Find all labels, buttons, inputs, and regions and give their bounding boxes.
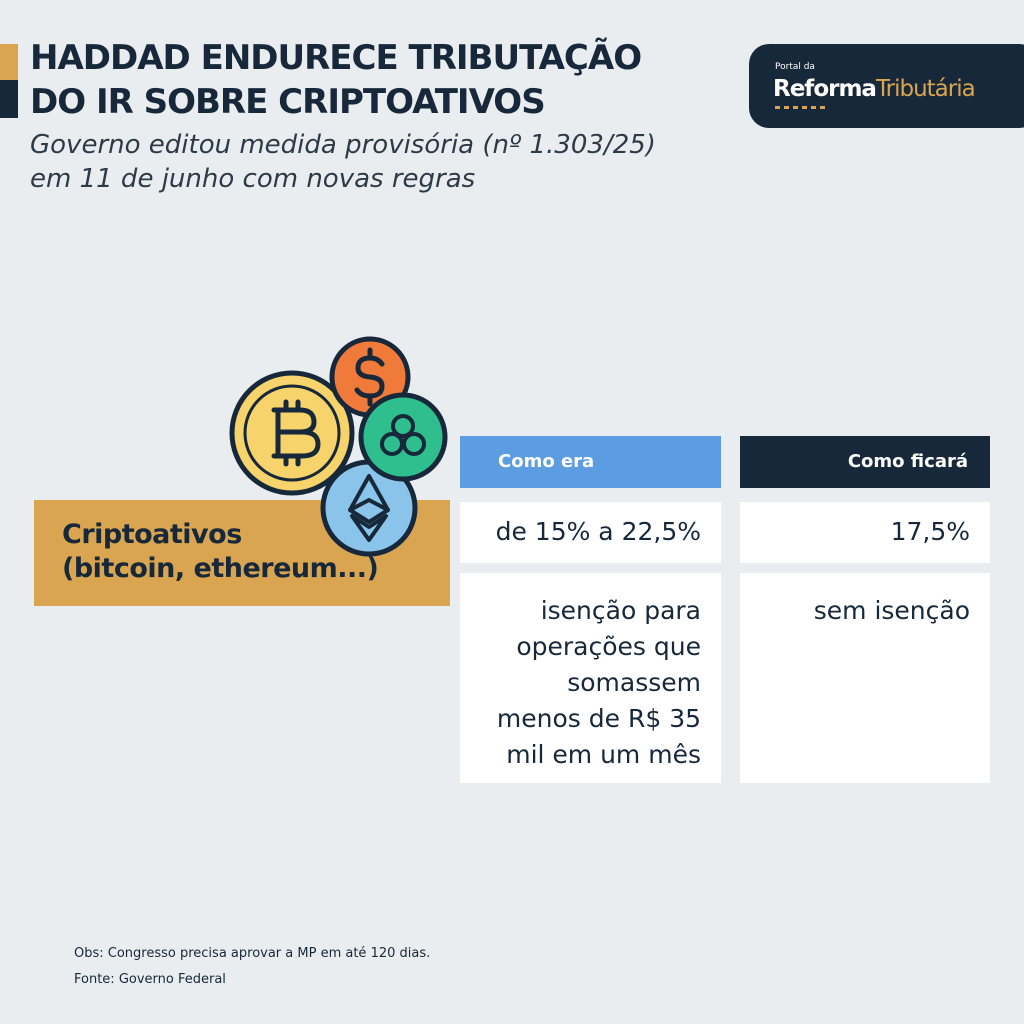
logo-wordmark: ReformaTributária [773, 76, 976, 102]
topic-label-line-1: Criptoativos [62, 519, 242, 550]
subtitle-line-1: Governo editou medida provisória (nº 1.3… [30, 130, 656, 160]
ethereum-coin-icon [320, 459, 418, 557]
clover-coin-icon [358, 392, 448, 482]
cell-text-line: sem isenção [813, 596, 970, 625]
cell-text-line: mil em um mês [506, 740, 701, 769]
footnote-source: Fonte: Governo Federal [74, 972, 226, 987]
cell-text: 17,5% [890, 517, 970, 546]
cell-text-line: somassem [567, 668, 701, 697]
crypto-coins-illustration [229, 336, 448, 557]
column-header-before: Como era [460, 436, 721, 488]
table-cell-rate-before: de 15% a 22,5% [460, 502, 721, 563]
header-accent-bar-navy [0, 80, 18, 118]
subtitle: Governo editou medida provisória (nº 1.3… [30, 128, 750, 196]
cell-text-line: menos de R$ 35 [496, 704, 701, 733]
logo-word-tributaria: Tributária [875, 76, 976, 102]
column-header-after: Como ficará [740, 436, 990, 488]
table-cell-exemption-after: sem isenção [740, 573, 990, 783]
cell-text-line: operações que [516, 632, 701, 661]
headline-line-1: HADDAD ENDURECE TRIBUTAÇÃO [30, 38, 642, 78]
header-accent-bar-gold [0, 44, 18, 80]
cell-text-line: isenção para [540, 596, 701, 625]
logo-dotted-underline [775, 106, 827, 109]
topic-label: Criptoativos (bitcoin, ethereum...) [62, 518, 379, 586]
topic-label-line-2: (bitcoin, ethereum...) [62, 553, 379, 584]
bitcoin-coin-icon [229, 370, 355, 496]
footnote-obs: Obs: Congresso precisa aprovar a MP em a… [74, 946, 431, 961]
cell-text: de 15% a 22,5% [495, 517, 701, 546]
table-cell-exemption-before: isenção para operações que somassem meno… [460, 573, 721, 783]
table-cell-rate-after: 17,5% [740, 502, 990, 563]
subtitle-line-2: em 11 de junho com novas regras [30, 164, 476, 194]
portal-logo: Portal da ReformaTributária [749, 44, 1024, 128]
logo-small-text: Portal da [775, 62, 815, 72]
headline-line-2: DO IR SOBRE CRIPTOATIVOS [30, 82, 546, 122]
headline: HADDAD ENDURECE TRIBUTAÇÃO DO IR SOBRE C… [30, 36, 710, 124]
logo-word-reforma: Reforma [773, 76, 877, 102]
